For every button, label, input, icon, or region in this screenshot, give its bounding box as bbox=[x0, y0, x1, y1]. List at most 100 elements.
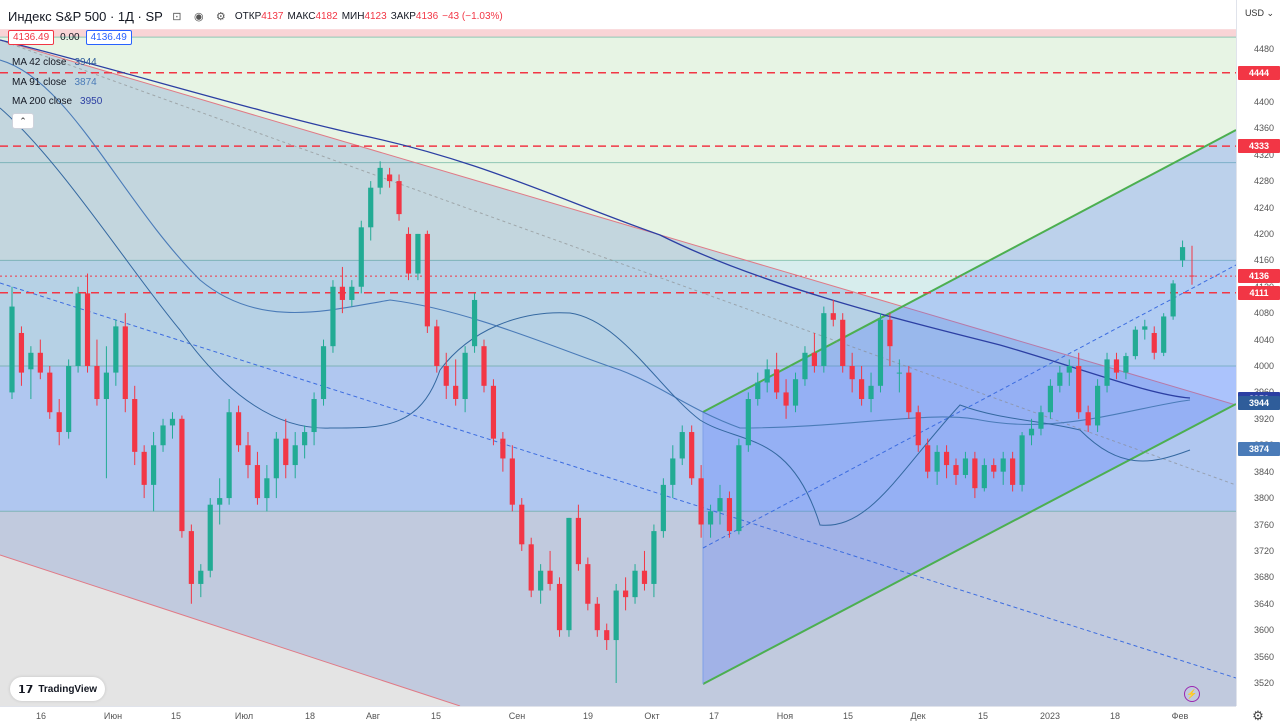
time-tick-label: 18 bbox=[1109, 711, 1121, 721]
candle-body bbox=[962, 458, 969, 475]
indicator-label: MA 42 close bbox=[12, 57, 67, 68]
collapse-legend-button[interactable]: ⌃ bbox=[12, 113, 34, 129]
time-axis[interactable]: 16 Июн 15 Июл 18 Авг 15 Сен 19 Окт 17 Ноя 15 Дек 15 202… bbox=[0, 706, 1236, 725]
candle-body bbox=[1142, 326, 1148, 330]
price-tick-label: 3560 bbox=[1253, 651, 1274, 662]
price-level-badge[interactable]: 4444 bbox=[1238, 65, 1280, 80]
ohlc-low-label: МИН bbox=[341, 10, 365, 22]
time-tick-label: Фев bbox=[1171, 711, 1189, 721]
candle-body bbox=[368, 187, 374, 228]
price-tick-label: 4240 bbox=[1253, 202, 1274, 213]
candle-body bbox=[726, 498, 733, 532]
gear-icon[interactable]: ⚙ bbox=[215, 10, 226, 23]
price-level-badge[interactable]: 4136 bbox=[1238, 269, 1280, 284]
candle-body bbox=[821, 313, 827, 366]
trend-dashed-mid bbox=[0, 39, 1236, 486]
ohlc-open-label: ОТКР bbox=[234, 10, 262, 22]
time-tick-label: 15 bbox=[842, 711, 854, 721]
trend-dashed-lower bbox=[0, 282, 1236, 679]
candle-body bbox=[1123, 356, 1129, 373]
candle-body bbox=[94, 366, 100, 400]
trade-prices: 4136.49 0.00 4136.49 bbox=[8, 30, 132, 45]
candle-body bbox=[830, 313, 836, 320]
price-tick-label: 4160 bbox=[1253, 255, 1274, 266]
candle-body bbox=[264, 478, 270, 499]
candle-body bbox=[689, 432, 695, 479]
indicator-value: 3950 bbox=[80, 96, 103, 107]
time-tick-label: 16 bbox=[35, 711, 47, 721]
eye-icon[interactable]: ◉ bbox=[194, 10, 204, 23]
candle-body bbox=[651, 531, 657, 584]
time-tick-label: 17 bbox=[708, 711, 720, 721]
candle-body bbox=[471, 299, 478, 347]
candle-body bbox=[179, 418, 185, 532]
chart-plot-area[interactable] bbox=[0, 0, 1236, 706]
price-chart[interactable] bbox=[0, 0, 1236, 706]
lightning-icon[interactable]: ⚡ bbox=[1184, 686, 1200, 702]
price-level-badge[interactable]: 3944 bbox=[1238, 395, 1280, 410]
tradingview-mark-icon: 𝟭𝟳 bbox=[18, 683, 34, 696]
candle-body bbox=[1095, 385, 1101, 426]
candle-body bbox=[387, 174, 393, 182]
candle-body bbox=[481, 346, 487, 386]
candle-body bbox=[9, 306, 15, 393]
candle-body bbox=[925, 445, 931, 472]
candle-body bbox=[981, 465, 987, 489]
candle-body bbox=[302, 432, 308, 446]
price-tick-label: 3920 bbox=[1253, 413, 1274, 424]
channel-upper-line bbox=[0, 39, 1236, 406]
candle-body bbox=[273, 438, 279, 479]
indicator-ma200[interactable]: MA 200 close 3950 bbox=[12, 96, 102, 107]
price-axis[interactable]: USD ⌄ 4480444044004360432042804240420041… bbox=[1236, 0, 1280, 706]
time-tick-label: Авг bbox=[365, 711, 381, 721]
candle-body bbox=[1066, 366, 1072, 373]
candle-body bbox=[37, 352, 43, 373]
price-level-badge[interactable]: 4111 bbox=[1238, 285, 1280, 300]
price-tick-label: 3720 bbox=[1253, 545, 1274, 556]
candle-body bbox=[47, 372, 53, 413]
price-level-badge[interactable]: 3874 bbox=[1238, 442, 1280, 457]
tradingview-logo[interactable]: 𝟭𝟳 TradingView bbox=[10, 677, 106, 701]
candle-body bbox=[434, 326, 440, 366]
candle-body bbox=[424, 233, 430, 327]
time-tick-label: Окт bbox=[644, 711, 660, 721]
price-level-badge[interactable]: 4333 bbox=[1238, 139, 1280, 154]
candle-body bbox=[538, 570, 544, 591]
candle-body bbox=[1000, 458, 1006, 472]
sell-price-button[interactable]: 4136.49 bbox=[8, 30, 55, 45]
currency-label[interactable]: USD ⌄ bbox=[1244, 8, 1274, 18]
pin-icon[interactable]: ⊡ bbox=[172, 10, 182, 23]
candle-body bbox=[1179, 247, 1186, 261]
price-tick-label: 4480 bbox=[1253, 44, 1274, 54]
candle-body bbox=[623, 590, 629, 598]
candle-body bbox=[103, 372, 109, 400]
ohlc-open-value: 4137 bbox=[261, 10, 284, 22]
price-tick-label: 4280 bbox=[1253, 176, 1274, 187]
buy-price-button[interactable]: 4136.49 bbox=[85, 30, 132, 45]
candle-body bbox=[1085, 412, 1091, 426]
indicator-ma91[interactable]: MA 91 close 3874 bbox=[12, 77, 97, 88]
candle-body bbox=[547, 570, 553, 584]
candle-body bbox=[330, 286, 336, 347]
ascending-upper-line bbox=[702, 129, 1236, 413]
price-tick-label: 4200 bbox=[1253, 228, 1274, 239]
candle-body bbox=[113, 326, 119, 373]
chart-settings-icon[interactable]: ⚙ bbox=[1252, 707, 1264, 723]
time-tick-label: Июн bbox=[103, 711, 123, 721]
candle-body bbox=[519, 504, 525, 545]
candle-body bbox=[670, 458, 676, 485]
ascending-lower-line bbox=[702, 403, 1236, 685]
time-tick-label: 2023 bbox=[1039, 711, 1061, 721]
candle-body bbox=[849, 366, 855, 380]
indicator-ma42[interactable]: MA 42 close 3944 bbox=[12, 57, 97, 68]
candle-body bbox=[339, 286, 345, 300]
ma200-line bbox=[0, 39, 1191, 399]
candle-body bbox=[792, 379, 799, 406]
candle-body bbox=[783, 392, 789, 406]
candle-body bbox=[604, 630, 610, 641]
symbol-title[interactable]: Индекс S&P 500 · 1Д · SP bbox=[8, 8, 163, 24]
price-tick-label: 3840 bbox=[1253, 466, 1274, 477]
ohlc-close-value: 4136 bbox=[415, 10, 439, 22]
currency-code: USD bbox=[1244, 8, 1264, 18]
candle-body bbox=[1019, 435, 1025, 485]
